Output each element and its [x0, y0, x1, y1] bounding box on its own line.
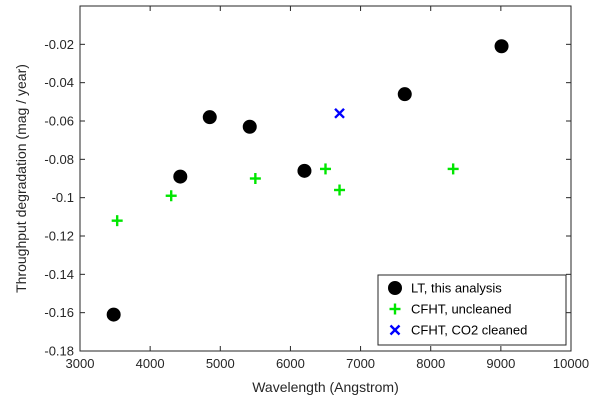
x-tick-label: 3000	[66, 356, 95, 371]
series-3-point	[334, 107, 345, 119]
cross-b	[389, 324, 401, 336]
legend-marker-3	[389, 324, 401, 336]
series-2-point	[447, 163, 459, 175]
series-2-point	[111, 215, 123, 227]
x-axis-ticks: 3000 4000 5000 6000 7000 8000 9000 10000	[66, 6, 589, 371]
x-axis-label: Wavelength (Angstrom)	[252, 379, 399, 395]
series-1-point	[494, 39, 509, 54]
legend: LT, this analysis CFHT, uncleaned CFHT, CO…	[377, 274, 567, 346]
series-2-point	[320, 163, 331, 175]
x-tick-label: 9000	[486, 356, 515, 371]
y-axis-ticks: -0.18 -0.16 -0.14 -0.12 -0.1 -0.08 -0.06 -0.04 -…	[44, 37, 571, 359]
series-1-point	[397, 87, 412, 102]
x-tick-label: 10000	[553, 356, 589, 371]
y-tick-label: -0.16	[44, 305, 74, 320]
y-axis-label: Throughput degradation (mag / year)	[13, 64, 29, 293]
series-1-point	[202, 110, 217, 125]
x-tick-label: 5000	[206, 356, 235, 371]
series-2-point	[249, 173, 261, 184]
x-tick-label: 8000	[416, 356, 445, 371]
series-1-point	[106, 307, 121, 322]
legend-entry-2: CFHT, uncleaned	[411, 302, 511, 317]
x-tick-label: 6000	[276, 356, 305, 371]
y-tick-label: -0.02	[44, 37, 74, 52]
x-tick-label: 4000	[136, 356, 165, 371]
legend-entry-1: LT, this analysis	[411, 281, 502, 296]
y-tick-label: -0.04	[44, 75, 74, 90]
legend-marker-1	[388, 281, 402, 295]
x-tick-label: 7000	[346, 356, 375, 371]
series-2-point	[165, 190, 177, 202]
y-tick-label: -0.08	[44, 152, 74, 167]
legend-marker-2	[389, 303, 401, 315]
series-1-point	[297, 163, 312, 178]
axes	[79, 5, 572, 352]
series-1-point	[242, 119, 257, 134]
y-tick-label: -0.12	[44, 229, 74, 244]
data-points	[106, 39, 509, 322]
series-2-point	[334, 184, 346, 196]
y-tick-label: -0.18	[44, 344, 74, 359]
legend-entry-3: CFHT, CO2 cleaned	[411, 323, 527, 338]
y-tick-label: -0.06	[44, 114, 74, 129]
axes-box	[79, 5, 572, 352]
y-tick-label: -0.1	[52, 190, 74, 205]
cross-b	[334, 107, 345, 119]
legend-box	[377, 274, 567, 346]
y-tick-label: -0.14	[44, 267, 74, 282]
series-1-point	[173, 169, 188, 184]
